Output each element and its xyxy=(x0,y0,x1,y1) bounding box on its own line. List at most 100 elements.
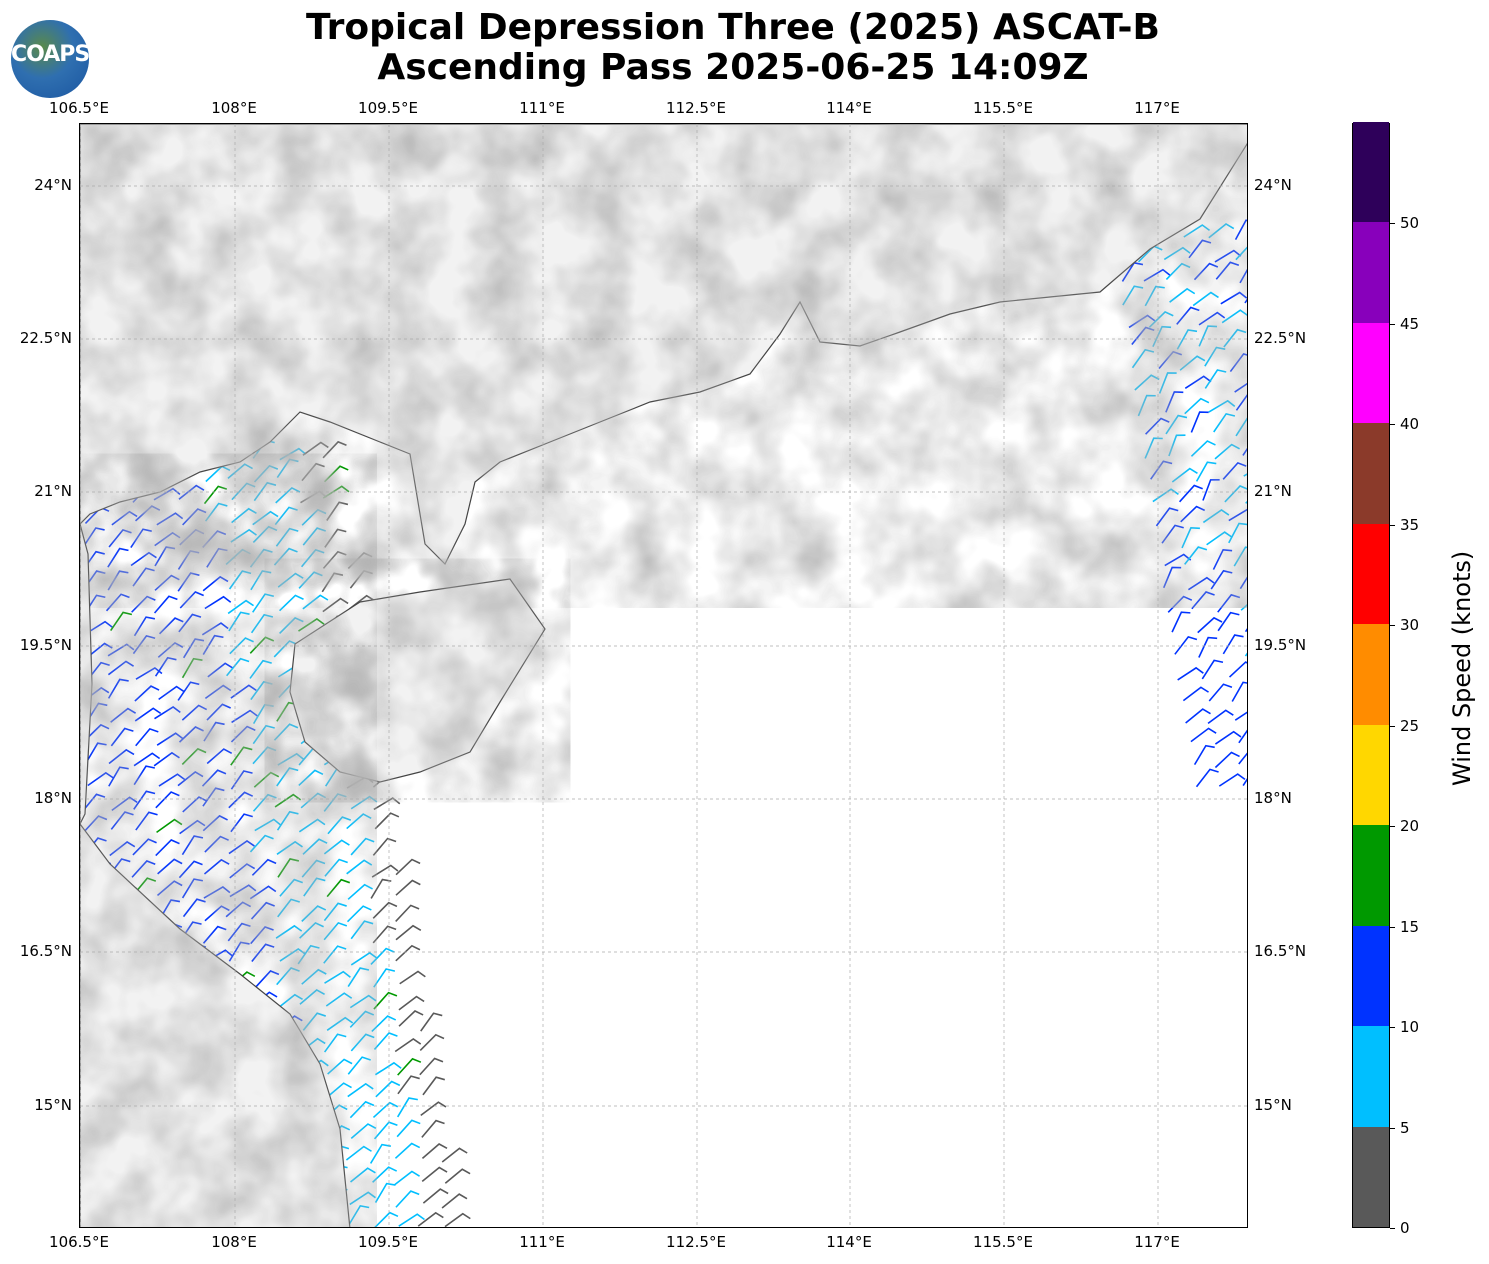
wind-barb xyxy=(300,792,327,809)
wind-barb xyxy=(420,1101,447,1117)
wind-barb xyxy=(1244,652,1247,657)
colorbar-bin xyxy=(1353,724,1389,826)
wind-barb xyxy=(1177,666,1204,681)
wind-barb xyxy=(132,567,155,587)
wind-barb xyxy=(1184,546,1208,565)
lat-tick-left: 18°N xyxy=(34,789,72,807)
wind-barb xyxy=(346,905,372,923)
coaps-logo: COAPS xyxy=(11,20,90,98)
wind-barb xyxy=(181,835,204,856)
wind-barb xyxy=(229,884,257,898)
lat-tick-left: 16.5°N xyxy=(19,942,72,960)
lon-tick-top: 108°E xyxy=(211,99,257,117)
wind-barb xyxy=(298,818,326,833)
wind-barb xyxy=(370,878,392,899)
wind-barb xyxy=(279,447,307,461)
wind-barb xyxy=(349,1191,376,1206)
wind-barb xyxy=(252,703,274,725)
wind-barb xyxy=(156,512,184,526)
wind-barb xyxy=(274,506,298,526)
wind-barb xyxy=(394,1142,421,1159)
wind-barb xyxy=(1217,593,1241,613)
wind-barb xyxy=(252,746,277,765)
wind-barb xyxy=(1224,485,1247,503)
wind-barb xyxy=(323,902,347,922)
colorbar-tick: 15 xyxy=(1400,917,1420,936)
wind-barb xyxy=(182,638,205,659)
wind-barb xyxy=(130,528,152,549)
wind-barb xyxy=(130,551,157,567)
terrain-shading xyxy=(290,579,545,782)
wind-barb xyxy=(1215,261,1240,280)
wind-barb xyxy=(1165,262,1191,280)
wind-barb xyxy=(396,1119,421,1138)
wind-barb xyxy=(1174,635,1198,655)
wind-barb xyxy=(419,1057,444,1076)
wind-barb xyxy=(111,796,138,812)
colorbar-tick: 40 xyxy=(1400,415,1420,434)
wind-barb xyxy=(299,921,324,939)
wind-barb xyxy=(134,505,161,522)
wind-barb xyxy=(395,944,421,962)
wind-barb xyxy=(203,858,230,875)
wind-barb xyxy=(373,968,396,988)
wind-barb xyxy=(301,508,327,526)
wind-barb xyxy=(372,925,397,944)
wind-barb xyxy=(277,752,305,766)
wind-barb xyxy=(374,1061,402,1076)
wind-barb xyxy=(1167,595,1193,613)
wind-barb xyxy=(231,709,258,724)
terrain-shading xyxy=(80,124,1247,564)
wind-barb xyxy=(134,685,160,702)
wind-barb xyxy=(110,727,134,747)
wind-barb xyxy=(206,703,231,721)
wind-barb xyxy=(1195,768,1219,788)
wind-barb xyxy=(1193,262,1219,281)
wind-barb xyxy=(1228,661,1247,678)
lon-tick-top: 112.5°E xyxy=(666,99,726,117)
wind-barb xyxy=(178,860,203,879)
wind-barb xyxy=(1171,611,1191,633)
wind-barb xyxy=(1204,369,1227,389)
wind-barb xyxy=(179,591,204,609)
colorbar-bin xyxy=(1353,523,1389,625)
wind-barb xyxy=(302,527,326,546)
wind-barb xyxy=(204,684,232,700)
wind-barb xyxy=(419,1033,445,1051)
wind-barb xyxy=(1198,311,1226,326)
lat-tick-left: 15°N xyxy=(34,1096,72,1114)
wind-barb xyxy=(372,837,397,856)
wind-barb xyxy=(350,1167,376,1183)
wind-barb xyxy=(1234,219,1247,241)
wind-barb xyxy=(155,791,180,809)
wind-barb xyxy=(1214,443,1240,460)
wind-barb xyxy=(322,440,347,459)
wind-barb xyxy=(275,924,303,939)
wind-barb xyxy=(1184,375,1212,390)
wind-barb xyxy=(156,880,183,897)
wind-barb xyxy=(1214,751,1240,769)
wind-barb xyxy=(1244,628,1247,633)
wind-barb xyxy=(203,885,231,899)
wind-barb xyxy=(1222,461,1247,480)
wind-barb xyxy=(350,1033,375,1052)
wind-barb xyxy=(347,883,373,900)
wind-barb xyxy=(107,643,135,657)
wind-barb xyxy=(398,1010,424,1027)
wind-barb xyxy=(85,742,107,763)
wind-barb xyxy=(1137,394,1156,417)
wind-barb xyxy=(1143,268,1171,282)
wind-barb xyxy=(1150,460,1173,480)
wind-barb xyxy=(201,622,229,636)
wind-barb xyxy=(1165,391,1184,413)
lon-tick-bottom: 112.5°E xyxy=(666,1233,726,1251)
colorbar-tick: 35 xyxy=(1400,515,1420,534)
wind-barb xyxy=(1206,531,1233,546)
wind-barb xyxy=(1128,314,1156,329)
wind-barb xyxy=(227,463,254,480)
wind-barb xyxy=(228,611,250,632)
colorbar-bin xyxy=(1353,925,1389,1027)
wind-barb xyxy=(182,508,207,526)
wind-barb xyxy=(249,548,273,568)
wind-barb xyxy=(350,795,378,810)
